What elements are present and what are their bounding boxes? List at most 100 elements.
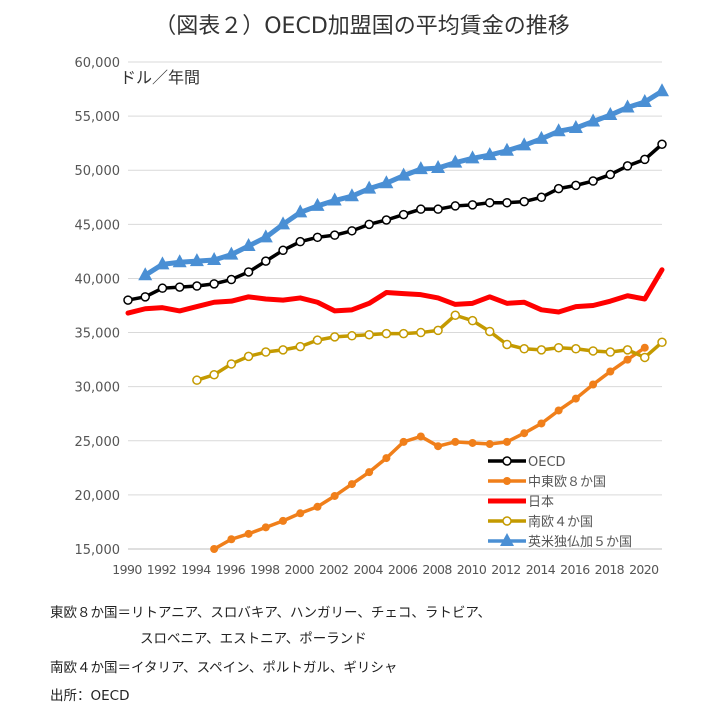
data-point [603, 107, 618, 121]
data-point [261, 256, 271, 266]
data-point [261, 523, 270, 532]
data-point [364, 329, 374, 340]
x-tick-label: 1994 [181, 562, 211, 577]
data-point [450, 310, 461, 320]
data-point [434, 442, 443, 451]
x-tick-label: 2014 [526, 562, 556, 577]
data-point [227, 535, 236, 544]
data-point [484, 326, 495, 337]
data-point [155, 256, 170, 270]
data-point [451, 437, 460, 446]
data-point [362, 180, 377, 194]
data-point [606, 367, 615, 376]
legend-marker [502, 456, 512, 466]
data-point [640, 352, 650, 363]
data-point [365, 468, 374, 477]
data-point [157, 283, 168, 293]
y-tick-label: 40,000 [75, 272, 121, 287]
data-point [347, 331, 357, 341]
data-point [467, 200, 478, 210]
data-point [330, 491, 339, 500]
legend-label: OECD [528, 455, 566, 470]
data-point [588, 346, 598, 356]
data-point [293, 204, 308, 218]
data-point [396, 167, 411, 181]
data-point [399, 437, 408, 446]
data-point [279, 516, 288, 525]
data-point [623, 355, 632, 364]
data-point [536, 345, 547, 355]
note-south4: 南欧４か国＝イタリア、スペイン、ポルトガル、ギリシャ [50, 660, 398, 676]
series-line [125, 267, 665, 316]
y-tick-label: 20,000 [75, 489, 121, 504]
y-tick-label: 25,000 [75, 435, 121, 450]
data-point [571, 180, 581, 191]
data-point [517, 137, 532, 151]
data-point [551, 123, 566, 137]
data-point [295, 236, 306, 247]
legend-marker [500, 533, 514, 546]
data-point [620, 99, 635, 113]
y-tick-label: 60,000 [75, 56, 121, 71]
data-point [210, 545, 219, 553]
data-point [433, 325, 443, 336]
data-point [344, 188, 359, 202]
y-tick-label: 35,000 [75, 327, 121, 342]
legend-label: 南欧４か国 [528, 514, 593, 530]
data-point [192, 375, 202, 385]
data-point [655, 83, 669, 97]
y-tick-label: 50,000 [75, 164, 121, 179]
data-point [398, 328, 409, 339]
x-tick-label: 1992 [147, 562, 176, 577]
data-point [140, 292, 150, 302]
data-point [637, 94, 652, 108]
data-point [261, 347, 271, 357]
y-tick-label: 45,000 [75, 218, 121, 233]
legend-marker [503, 477, 511, 485]
x-tick-label: 2018 [595, 562, 625, 577]
x-tick-label: 2004 [353, 562, 383, 577]
legend-label: 英米独仏加５か国 [528, 535, 632, 550]
data-point [258, 229, 273, 243]
data-point [534, 130, 549, 144]
data-point [502, 339, 512, 350]
data-point [207, 252, 222, 266]
y-tick-label: 15,000 [75, 543, 121, 558]
data-point [123, 295, 133, 305]
data-point [398, 209, 409, 220]
data-point [313, 502, 322, 511]
data-point [499, 142, 514, 156]
data-point [209, 370, 219, 380]
note-east8: 東欧８か国＝リトアニア、スロバキア、ハンガリー、チェコ、ラトビア、 [50, 605, 492, 621]
series-line [126, 142, 664, 302]
data-point [413, 161, 428, 175]
x-tick-label: 2016 [560, 562, 590, 577]
data-point [382, 454, 391, 463]
legend-marker [502, 516, 512, 526]
data-point [296, 509, 305, 518]
data-point [640, 154, 650, 165]
data-point [554, 406, 563, 415]
data-point [431, 160, 446, 174]
data-point [241, 237, 256, 251]
data-point [224, 246, 239, 260]
data-point [138, 267, 153, 281]
y-tick-label: 30,000 [75, 381, 121, 396]
data-point [243, 267, 254, 277]
data-point [312, 232, 323, 243]
data-point [482, 147, 497, 161]
data-point [347, 226, 357, 236]
data-point [329, 332, 340, 342]
y-tick-label: 55,000 [75, 110, 121, 125]
data-point [502, 437, 511, 446]
data-point [467, 315, 478, 326]
data-point [226, 359, 237, 369]
note-east8-cont: スロベニア、エストニア、ポーランド [140, 631, 367, 647]
data-point [278, 245, 288, 256]
data-point [448, 154, 463, 168]
legend-label: 中東欧８か国 [528, 474, 606, 490]
data-point [295, 341, 306, 352]
data-point [484, 197, 495, 208]
x-tick-label: 2020 [629, 562, 659, 577]
